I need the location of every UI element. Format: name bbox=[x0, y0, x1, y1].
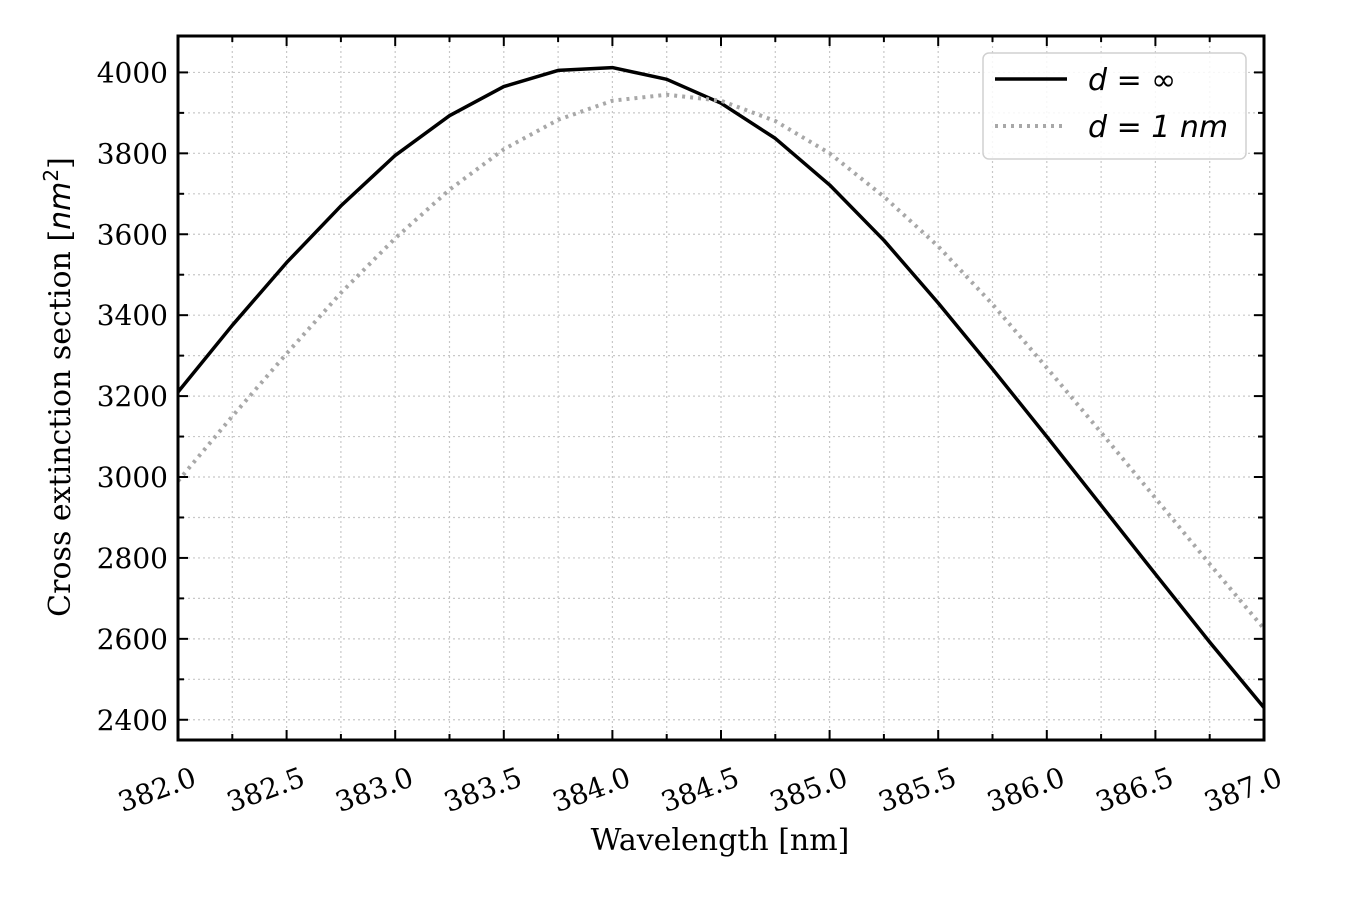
x-tick-label: 383.0 bbox=[331, 761, 418, 819]
x-tick-labels: 382.0 382.5 383.0 383.5 384.0 384.5 385.0 385.5… bbox=[114, 761, 1287, 819]
x-tick-label: 385.0 bbox=[765, 761, 852, 819]
legend-label-d-1nm: d = 1 nm bbox=[1088, 110, 1228, 145]
y-axis-title-close: ] bbox=[43, 157, 78, 169]
y-tick-label: 3800 bbox=[97, 137, 168, 170]
x-tick-label: 383.5 bbox=[440, 761, 527, 819]
x-tick-label: 384.5 bbox=[657, 761, 744, 819]
series-line-d-infinity bbox=[176, 65, 1266, 709]
x-tick-label: 387.0 bbox=[1200, 761, 1287, 819]
x-axis-title: Wavelength [nm] bbox=[591, 823, 850, 858]
y-tick-label: 3400 bbox=[97, 299, 168, 332]
y-axis-title: Cross extinction section [nm2] bbox=[39, 157, 78, 617]
x-tick-label: 386.5 bbox=[1091, 761, 1178, 819]
y-tick-label: 2400 bbox=[97, 704, 168, 737]
y-axis-title-main: Cross extinction section [ bbox=[43, 230, 78, 617]
legend: d = ∞ d = 1 nm bbox=[982, 52, 1247, 160]
y-tick-label: 3200 bbox=[97, 380, 168, 413]
y-tick-labels: 2400 2600 2800 3000 3200 3400 3600 3800 4000 bbox=[97, 56, 168, 736]
x-tick-label: 382.5 bbox=[222, 761, 309, 819]
legend-label-d-infinity: d = ∞ bbox=[1088, 63, 1176, 98]
x-tick-label: 382.0 bbox=[114, 761, 201, 819]
series-line-d-1nm bbox=[176, 92, 1266, 630]
y-tick-label: 2800 bbox=[97, 542, 168, 575]
x-tick-label: 384.0 bbox=[548, 761, 635, 819]
y-tick-label: 3000 bbox=[97, 461, 168, 494]
y-tick-label: 2600 bbox=[97, 623, 168, 656]
y-tick-label: 3600 bbox=[97, 218, 168, 251]
axis-ticks bbox=[177, 36, 1265, 740]
y-axis-title-exponent: 2 bbox=[39, 169, 63, 182]
y-axis-title-unit: nm bbox=[43, 182, 78, 230]
y-tick-label: 4000 bbox=[97, 56, 168, 89]
x-tick-label: 386.0 bbox=[983, 761, 1070, 819]
x-tick-label: 385.5 bbox=[874, 761, 961, 819]
plot-area bbox=[176, 65, 1266, 709]
